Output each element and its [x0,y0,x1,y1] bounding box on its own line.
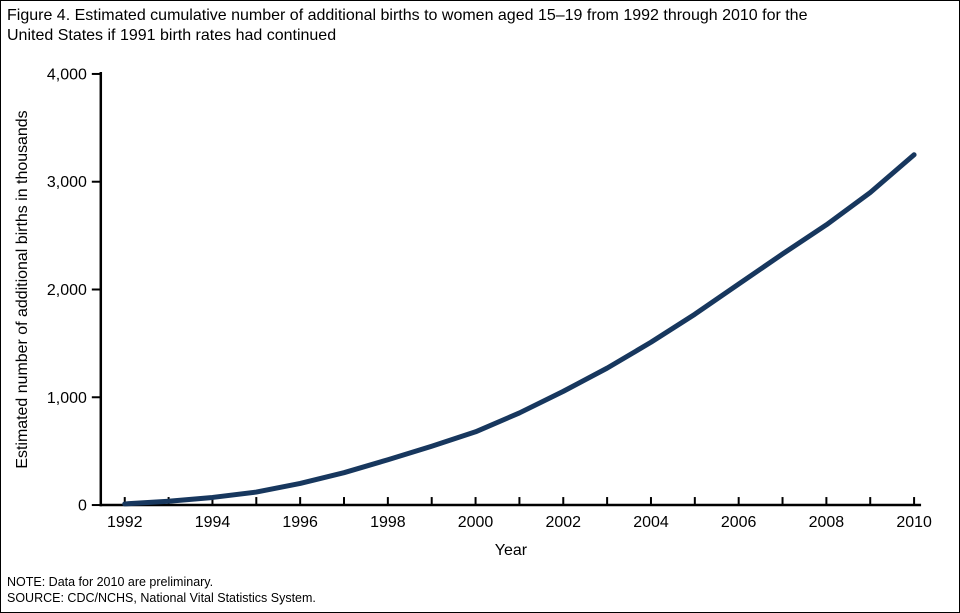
line-chart: 0 1,000 2,000 3,000 4,000 1992 1994 1996 1998 200… [14,66,932,559]
x-tick-label: 1996 [282,514,318,531]
x-tick-label: 2006 [721,514,757,531]
figure-title: Figure 4. Estimated cumulative number of… [1,1,959,46]
data-line [122,152,917,507]
y-tick-label: 0 [78,498,87,515]
chart-area: 0 1,000 2,000 3,000 4,000 1992 1994 1996 1998 200… [1,48,959,567]
x-axis-title: Year [495,542,528,559]
y-tick-label: 3,000 [47,174,87,191]
y-tick-label: 4,000 [47,66,87,83]
x-tick-label: 1998 [370,514,406,531]
figure-title-line-1: Figure 4. Estimated cumulative number of… [7,7,808,24]
x-tick-label: 2000 [458,514,494,531]
x-tick-label: 2008 [809,514,845,531]
figure-title-line-2: United States if 1991 birth rates had co… [7,27,337,44]
x-tick-label: 2010 [896,514,932,531]
figure-footnotes: NOTE: Data for 2010 are preliminary. SOU… [1,567,959,610]
x-tick-label: 1994 [195,514,231,531]
figure-note: NOTE: Data for 2010 are preliminary. [7,574,214,589]
x-tick-label: 2004 [633,514,669,531]
y-tick-label: 2,000 [47,282,87,299]
y-axis-title: Estimated number of additional births in… [14,110,31,468]
y-tick-label: 1,000 [47,390,87,407]
figure-source: SOURCE: CDC/NCHS, National Vital Statist… [7,590,316,605]
x-tick-label: 1992 [107,514,143,531]
x-tick-label: 2002 [546,514,582,531]
